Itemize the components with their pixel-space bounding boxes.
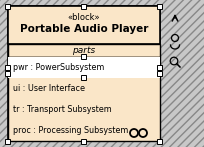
Bar [157,138,162,143]
Bar [81,76,86,81]
Bar [6,138,10,143]
Text: Portable Audio Player: Portable Audio Player [20,24,147,34]
Text: pwr : PowerSubsystem: pwr : PowerSubsystem [13,63,104,72]
Bar [6,71,10,76]
Text: ui : User Interface: ui : User Interface [13,84,85,93]
Bar [8,6,159,141]
Text: «block»: «block» [67,13,100,22]
Bar [157,4,162,9]
Bar [157,65,162,70]
Bar [8,44,159,57]
Bar [6,65,10,70]
Bar [81,4,86,9]
Text: proc : Processing Subsystem: proc : Processing Subsystem [13,126,128,135]
Bar [8,57,159,141]
Text: parts: parts [72,46,95,55]
Text: tr : Transport Subsystem: tr : Transport Subsystem [13,105,111,114]
Bar [81,55,86,60]
Bar [81,138,86,143]
Bar [157,71,162,76]
Bar [8,57,159,78]
Bar [6,4,10,9]
Bar [8,6,159,44]
